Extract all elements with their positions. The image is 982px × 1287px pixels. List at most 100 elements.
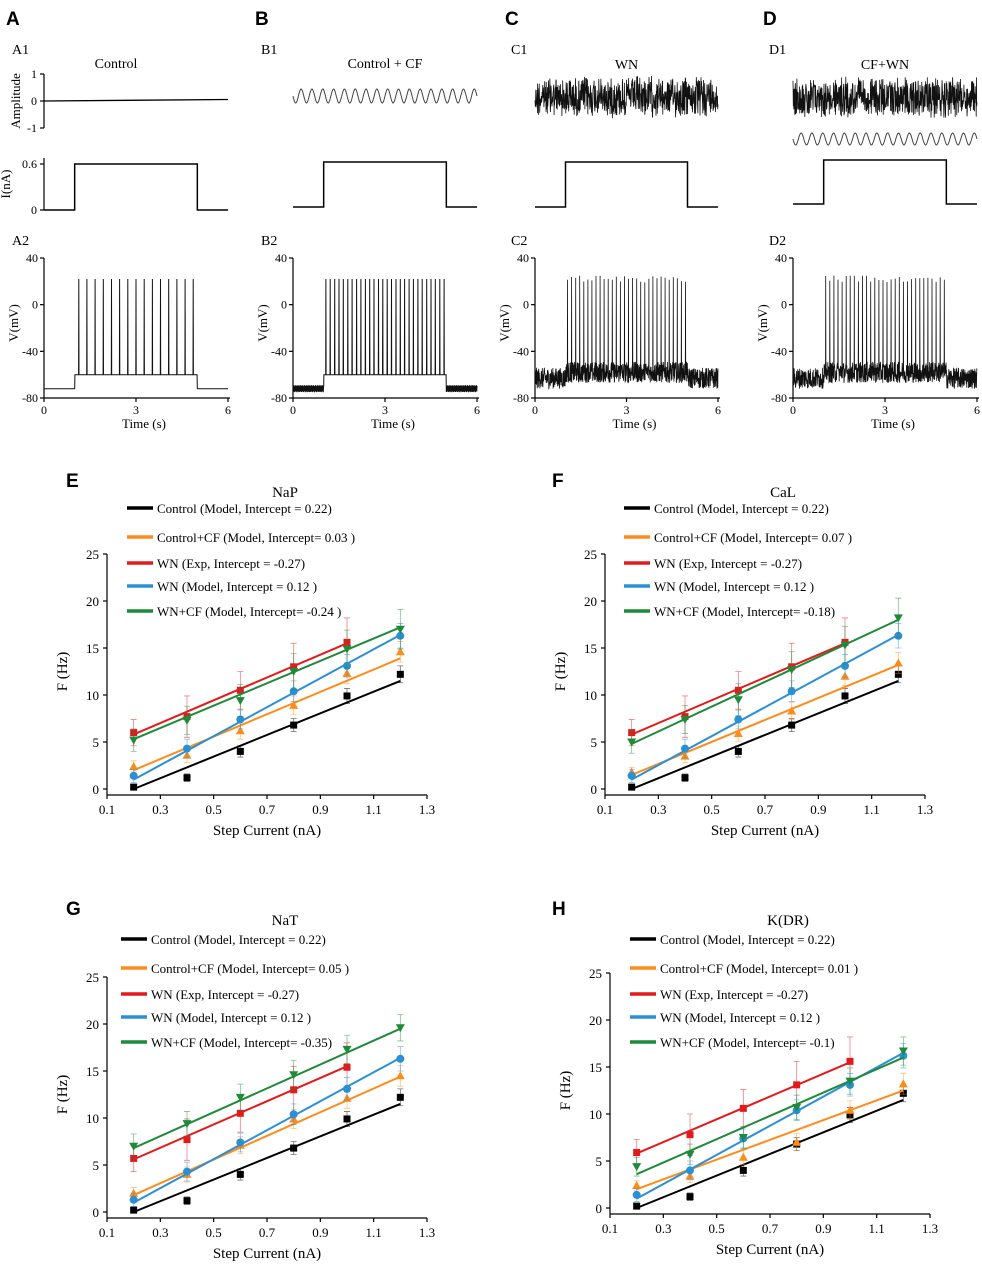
data-point xyxy=(840,641,850,650)
data-point xyxy=(739,1166,747,1174)
amplitude-tick-label: -1 xyxy=(27,121,37,135)
voltage-tick-label: 40 xyxy=(517,251,529,265)
data-point xyxy=(792,1137,802,1146)
panel-label: H xyxy=(552,899,566,920)
voltage-tick-label: -40 xyxy=(271,344,287,358)
voltage-axis-label: V(mV) xyxy=(497,304,512,342)
voltage-tick-label: -40 xyxy=(771,344,787,358)
voltage-axis-label: V(mV) xyxy=(255,304,270,342)
voltage-tick-label: 0 xyxy=(781,298,787,312)
data-point xyxy=(342,645,352,654)
membrane-voltage-trace xyxy=(292,278,478,393)
panel-label: E xyxy=(66,471,79,492)
cf-sine-trace xyxy=(792,132,978,146)
amplitude-axis-label: Amplitude xyxy=(8,73,23,129)
data-point xyxy=(130,1206,138,1214)
y-tick-label: 25 xyxy=(86,970,99,985)
subpanel-label: B1 xyxy=(261,43,277,58)
time-tick-label: 6 xyxy=(225,403,231,417)
voltage-tick-label: 40 xyxy=(26,251,38,265)
y-tick-label: 5 xyxy=(591,735,598,750)
voltage-tick-label: -80 xyxy=(22,391,38,405)
time-tick-label: 3 xyxy=(382,403,388,417)
data-point xyxy=(685,1150,695,1159)
data-point xyxy=(343,1115,351,1123)
data-point xyxy=(739,1104,747,1112)
membrane-voltage-trace xyxy=(44,278,228,390)
time-tick-label: 6 xyxy=(974,403,980,417)
x-tick-label: 1.3 xyxy=(917,802,933,817)
y-tick-label: 15 xyxy=(86,641,99,656)
fit-line-control xyxy=(636,1098,904,1209)
data-point xyxy=(236,1138,245,1147)
panel-A: A A1 A2 Control 1 0 -1 Amplitude 0.6 0 I(nA) 40 0 -40… xyxy=(0,9,231,431)
x-tick-label: 1.1 xyxy=(864,802,880,817)
legend-entry: WN (Model, Intercept = 0.12 ) xyxy=(157,579,317,594)
subpanel-label: C1 xyxy=(511,43,527,58)
time-tick-label: 0 xyxy=(790,403,796,417)
data-point xyxy=(632,1180,642,1189)
y-tick-label: 5 xyxy=(93,735,100,750)
white-noise-trace xyxy=(534,75,719,119)
x-tick-label: 0.7 xyxy=(762,1221,779,1236)
fit-line-wncf xyxy=(631,618,899,745)
data-point xyxy=(183,1197,191,1205)
data-point xyxy=(343,1063,351,1071)
y-tick-label: 5 xyxy=(93,1158,100,1173)
data-point xyxy=(289,1071,299,1080)
y-tick-label: 25 xyxy=(86,547,99,562)
x-tick-label: 0.5 xyxy=(704,802,720,817)
time-tick-label: 0 xyxy=(532,403,538,417)
y-tick-label: 25 xyxy=(584,547,597,562)
current-step-trace xyxy=(293,161,477,208)
x-tick-label: 1.3 xyxy=(922,1221,938,1236)
data-point xyxy=(130,783,138,791)
y-tick-label: 20 xyxy=(589,1013,602,1028)
data-point xyxy=(290,1144,298,1152)
data-point xyxy=(793,1081,801,1089)
current-step-trace xyxy=(535,161,718,208)
y-axis-label: F (Hz) xyxy=(558,1071,574,1111)
data-point xyxy=(236,1109,244,1117)
data-point xyxy=(129,1188,139,1197)
data-point xyxy=(894,670,902,678)
data-point xyxy=(396,1054,405,1063)
x-axis-label: Step Current (nA) xyxy=(213,1246,321,1262)
data-point xyxy=(680,715,690,724)
data-point xyxy=(845,1105,855,1114)
data-point xyxy=(841,692,849,700)
data-point xyxy=(686,1193,694,1201)
time-axis-label: Time (s) xyxy=(871,416,915,431)
data-point xyxy=(893,614,903,623)
data-point xyxy=(738,1134,748,1142)
voltage-tick-label: 0 xyxy=(523,298,529,312)
data-point xyxy=(289,1110,298,1119)
voltage-tick-label: 40 xyxy=(275,251,287,265)
y-axis-label: F (Hz) xyxy=(553,652,569,692)
time-tick-label: 3 xyxy=(624,403,630,417)
data-point xyxy=(129,761,139,770)
time-tick-label: 6 xyxy=(715,403,721,417)
x-tick-label: 0.3 xyxy=(650,802,666,817)
panel-title: Control xyxy=(95,57,138,72)
x-axis-label: Step Current (nA) xyxy=(716,1242,824,1258)
panel-D: D D1 D2 CF+WN 40 0 -40 -80 V(mV) 0 3 6 Time (s) xyxy=(755,9,980,431)
x-tick-label: 1.1 xyxy=(366,802,382,817)
data-point xyxy=(395,647,405,656)
x-tick-label: 0.5 xyxy=(206,1225,222,1240)
data-point xyxy=(236,715,245,724)
data-point xyxy=(183,744,191,753)
subpanel-label: C2 xyxy=(511,234,527,249)
current-axis-label: I(nA) xyxy=(0,170,13,199)
legend-entry: Control+CF (Model, Intercept= 0.03 ) xyxy=(157,530,355,545)
x-tick-label: 1.1 xyxy=(366,1225,382,1240)
current-step-trace xyxy=(793,159,977,205)
legend-entry: WN+CF (Model, Intercept= -0.18) xyxy=(654,604,835,619)
voltage-axis-label: V(mV) xyxy=(6,304,21,342)
panel-label: C xyxy=(505,9,519,30)
x-tick-label: 0.7 xyxy=(259,802,276,817)
y-tick-label: 25 xyxy=(589,966,602,981)
y-tick-label: 10 xyxy=(589,1107,602,1122)
data-point xyxy=(632,1163,642,1172)
